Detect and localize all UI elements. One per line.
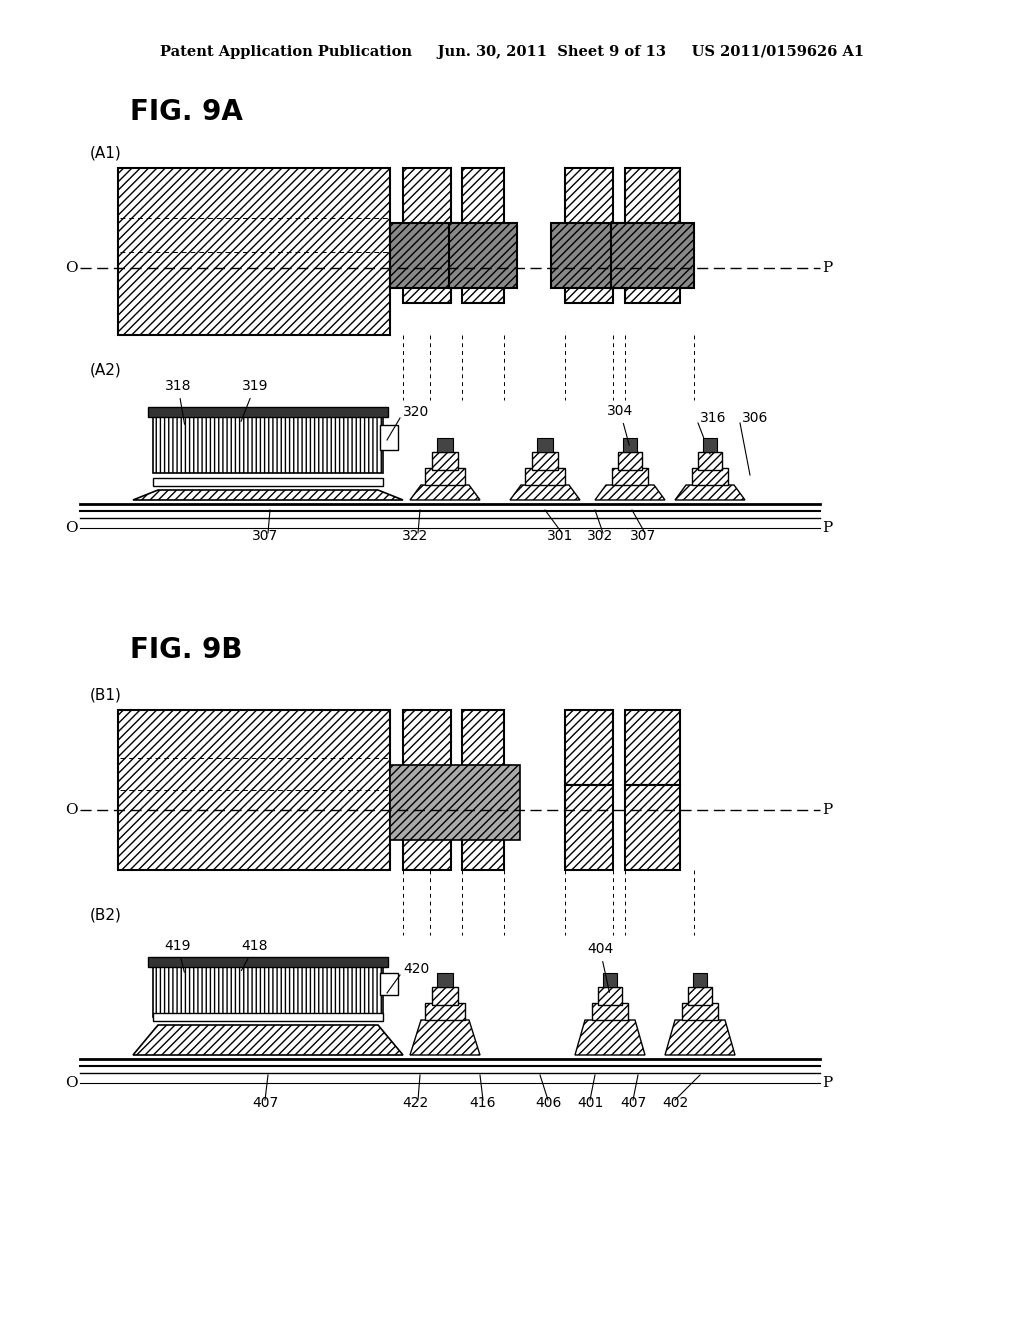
- Bar: [625, 785, 680, 870]
- Polygon shape: [410, 484, 480, 500]
- Text: 420: 420: [403, 962, 429, 975]
- Text: 418: 418: [242, 939, 268, 970]
- Bar: [390, 223, 465, 288]
- Text: (B1): (B1): [90, 688, 122, 702]
- Polygon shape: [595, 484, 665, 500]
- Polygon shape: [133, 490, 403, 500]
- Text: P: P: [822, 261, 833, 275]
- Bar: [437, 973, 453, 987]
- Text: P: P: [822, 803, 833, 817]
- Bar: [703, 438, 717, 451]
- Bar: [425, 469, 465, 484]
- Bar: [449, 223, 517, 288]
- Polygon shape: [665, 1020, 735, 1055]
- Bar: [148, 957, 388, 968]
- Bar: [565, 785, 613, 870]
- Bar: [625, 168, 680, 243]
- Bar: [403, 243, 451, 304]
- Bar: [625, 710, 680, 785]
- Bar: [462, 710, 504, 785]
- Polygon shape: [575, 1020, 645, 1055]
- Bar: [598, 987, 622, 1005]
- Bar: [118, 168, 390, 335]
- Text: O: O: [66, 521, 78, 535]
- Bar: [682, 1003, 718, 1020]
- Bar: [592, 1003, 628, 1020]
- Bar: [403, 710, 451, 785]
- Text: 419: 419: [165, 939, 191, 973]
- Text: 401: 401: [577, 1096, 603, 1110]
- Text: FIG. 9A: FIG. 9A: [130, 98, 243, 125]
- Text: 407: 407: [252, 1096, 279, 1110]
- Text: 406: 406: [535, 1096, 561, 1110]
- Bar: [153, 965, 383, 1016]
- Bar: [693, 973, 707, 987]
- Bar: [623, 438, 637, 451]
- Text: 316: 316: [700, 411, 726, 425]
- Bar: [462, 168, 504, 243]
- Bar: [380, 973, 398, 995]
- Bar: [525, 469, 565, 484]
- Text: 301: 301: [547, 529, 573, 543]
- Bar: [462, 785, 504, 870]
- Bar: [390, 766, 520, 840]
- Bar: [437, 438, 453, 451]
- Text: (A1): (A1): [90, 145, 122, 161]
- Polygon shape: [133, 1026, 403, 1055]
- Bar: [432, 987, 458, 1005]
- Text: P: P: [822, 521, 833, 535]
- Text: 307: 307: [252, 529, 279, 543]
- Polygon shape: [410, 1020, 480, 1055]
- Bar: [380, 425, 398, 450]
- Text: O: O: [66, 261, 78, 275]
- Bar: [148, 407, 388, 417]
- Polygon shape: [675, 484, 745, 500]
- Text: O: O: [66, 1076, 78, 1090]
- Text: 322: 322: [401, 529, 428, 543]
- Bar: [611, 223, 694, 288]
- Bar: [118, 710, 390, 870]
- Text: 404: 404: [587, 942, 613, 993]
- Bar: [618, 451, 642, 470]
- Text: 320: 320: [403, 405, 429, 418]
- Text: 319: 319: [241, 379, 268, 421]
- Bar: [551, 223, 626, 288]
- Text: 318: 318: [165, 379, 191, 424]
- Text: P: P: [822, 1076, 833, 1090]
- Text: 402: 402: [662, 1096, 688, 1110]
- Polygon shape: [510, 484, 580, 500]
- Bar: [565, 243, 613, 304]
- Text: 407: 407: [620, 1096, 646, 1110]
- Bar: [462, 243, 504, 304]
- Text: O: O: [66, 803, 78, 817]
- Text: 302: 302: [587, 529, 613, 543]
- Bar: [688, 987, 712, 1005]
- Text: 306: 306: [742, 411, 768, 425]
- Text: 304: 304: [607, 404, 633, 445]
- Text: 416: 416: [470, 1096, 497, 1110]
- Bar: [532, 451, 558, 470]
- Bar: [612, 469, 648, 484]
- Bar: [425, 1003, 465, 1020]
- Text: (B2): (B2): [90, 908, 122, 923]
- Bar: [403, 785, 451, 870]
- Bar: [692, 469, 728, 484]
- Text: 422: 422: [401, 1096, 428, 1110]
- Bar: [565, 168, 613, 243]
- Bar: [603, 973, 617, 987]
- Bar: [625, 243, 680, 304]
- Bar: [698, 451, 722, 470]
- Bar: [153, 1012, 383, 1020]
- Bar: [153, 414, 383, 473]
- Bar: [403, 168, 451, 243]
- Text: 307: 307: [630, 529, 656, 543]
- Bar: [153, 478, 383, 486]
- Text: Patent Application Publication     Jun. 30, 2011  Sheet 9 of 13     US 2011/0159: Patent Application Publication Jun. 30, …: [160, 45, 864, 59]
- Bar: [537, 438, 553, 451]
- Bar: [565, 710, 613, 785]
- Text: FIG. 9B: FIG. 9B: [130, 636, 243, 664]
- Bar: [432, 451, 458, 470]
- Text: (A2): (A2): [90, 363, 122, 378]
